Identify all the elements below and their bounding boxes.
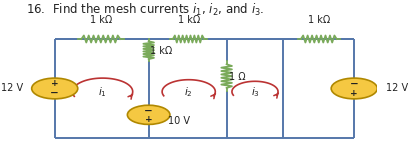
Text: 12 V: 12 V [386,84,408,94]
Text: 1 kΩ: 1 kΩ [150,46,172,56]
Text: $i_3$: $i_3$ [251,85,259,99]
Text: +: + [51,79,58,88]
Circle shape [127,105,170,124]
Circle shape [32,78,78,99]
Text: $i_1$: $i_1$ [98,85,107,99]
Text: +: + [350,89,358,98]
Text: −: − [144,105,153,115]
Text: 16.  Find the mesh currents $i_1$, $i_2$, and $i_3$.: 16. Find the mesh currents $i_1$, $i_2$,… [27,2,265,18]
Text: −: − [50,88,59,98]
Text: 1 kΩ: 1 kΩ [90,15,112,25]
Text: 1 kΩ: 1 kΩ [177,15,200,25]
Text: +: + [145,115,153,124]
Text: $i_2$: $i_2$ [184,85,193,99]
Text: 10 V: 10 V [168,116,190,126]
Text: 1 Ω: 1 Ω [229,71,246,81]
Text: 12 V: 12 V [1,84,23,94]
Circle shape [331,78,377,99]
Text: 1 kΩ: 1 kΩ [308,15,330,25]
Text: −: − [350,79,359,89]
